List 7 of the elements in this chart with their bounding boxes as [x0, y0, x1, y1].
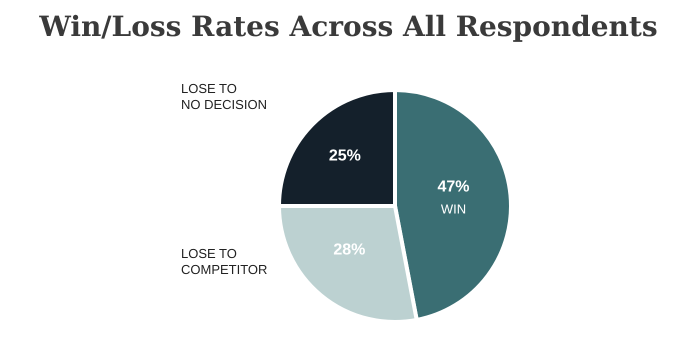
data-label: 47% [438, 178, 470, 196]
slice-label: LOSE TO NO DECISION [181, 81, 267, 112]
slice-label: WIN [440, 201, 466, 216]
slice-label: LOSE TO COMPETITOR [181, 246, 268, 277]
chart-title: Win/Loss Rates Across All Respondents [38, 10, 659, 43]
data-label: 25% [328, 147, 361, 164]
data-label: 28% [333, 242, 366, 259]
